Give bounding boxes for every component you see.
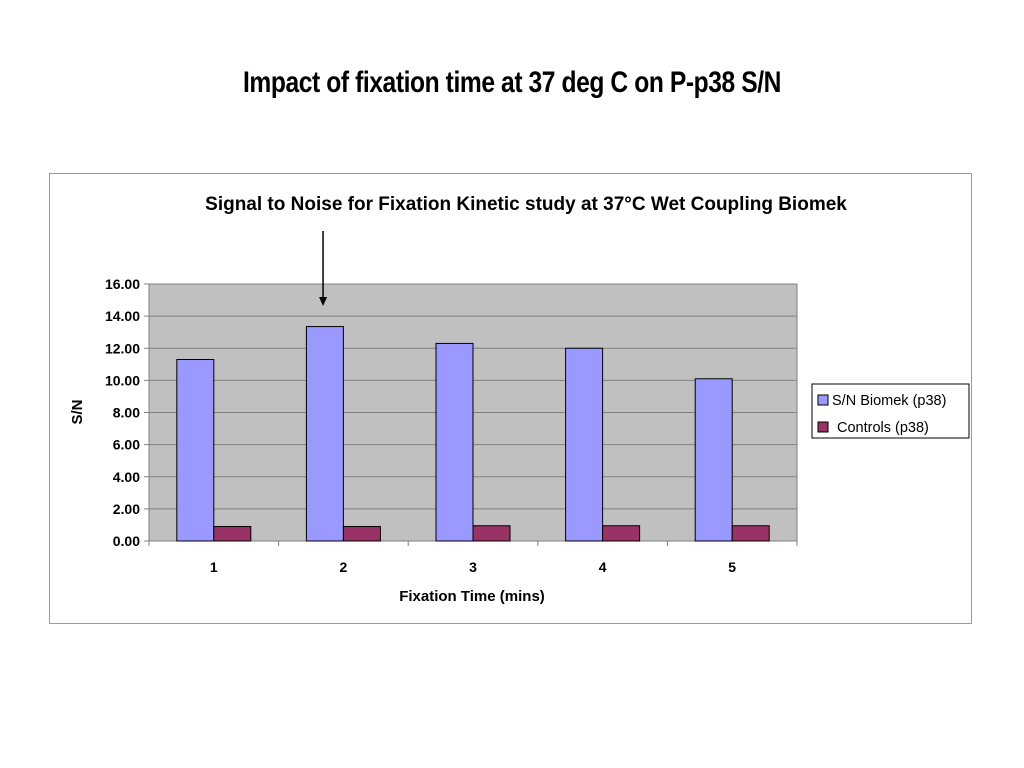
legend-label: S/N Biomek (p38)	[832, 393, 946, 409]
bar-controls	[342, 526, 381, 542]
slide-title: Impact of fixation time at 37 deg C on P…	[242, 66, 782, 99]
bar-sn-biomek	[694, 378, 733, 542]
y-axis-ticks: 0.00 2.00 4.00 6.00 8.00 10.00 12.00 14.00 16.00	[105, 276, 149, 549]
y-tick-label: 16.00	[105, 276, 140, 292]
x-tick-label: 1	[210, 559, 218, 575]
x-tick-label: 2	[340, 559, 348, 575]
y-tick-label: 4.00	[113, 469, 140, 485]
x-tick-label: 4	[599, 559, 607, 575]
y-tick-label: 2.00	[113, 501, 140, 517]
bars	[176, 326, 770, 542]
y-tick-label: 10.00	[105, 372, 140, 388]
y-tick-label: 8.00	[113, 405, 140, 421]
arrow-head	[319, 297, 328, 306]
x-tick-label: 3	[469, 559, 477, 575]
legend: S/N Biomek (p38) Controls (p38)	[811, 383, 970, 439]
bar-controls	[731, 525, 770, 542]
legend-label: Controls (p38)	[837, 420, 929, 436]
x-tick-label: 5	[728, 559, 736, 575]
y-tick-label: 12.00	[105, 340, 140, 356]
x-axis-label: Fixation Time (mins)	[399, 588, 545, 605]
y-tick-label: 0.00	[113, 533, 140, 549]
bar-controls	[472, 525, 511, 542]
legend-box	[811, 383, 970, 439]
bar-sn-biomek	[435, 342, 474, 542]
bar-sn-biomek	[305, 326, 344, 542]
legend-swatch	[817, 421, 829, 433]
annotation-arrow	[319, 231, 328, 306]
bar-sn-biomek	[176, 358, 215, 542]
y-tick-label: 14.00	[105, 308, 140, 324]
legend-swatch	[817, 394, 829, 406]
x-axis-ticks: 1 2 3 4 5	[148, 541, 798, 575]
chart-title: Signal to Noise for Fixation Kinetic stu…	[205, 194, 847, 215]
bar-controls	[602, 525, 641, 542]
y-axis-label: S/N	[69, 399, 86, 424]
bar-controls	[213, 526, 252, 542]
y-tick-label: 6.00	[113, 437, 140, 453]
bar-sn-biomek	[565, 347, 604, 542]
